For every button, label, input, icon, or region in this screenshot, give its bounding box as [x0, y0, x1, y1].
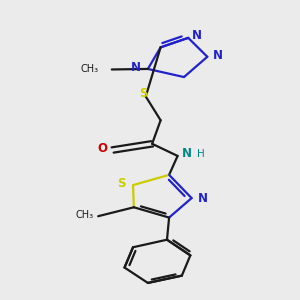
Text: N: N	[131, 61, 141, 74]
Text: CH₃: CH₃	[80, 64, 98, 74]
Text: N: N	[213, 49, 224, 62]
Text: N: N	[198, 192, 208, 205]
Text: N: N	[182, 147, 192, 160]
Text: H: H	[197, 149, 205, 159]
Text: S: S	[139, 87, 148, 100]
Text: O: O	[97, 142, 107, 155]
Text: CH₃: CH₃	[76, 210, 94, 220]
Text: S: S	[117, 177, 125, 190]
Text: N: N	[192, 29, 202, 42]
